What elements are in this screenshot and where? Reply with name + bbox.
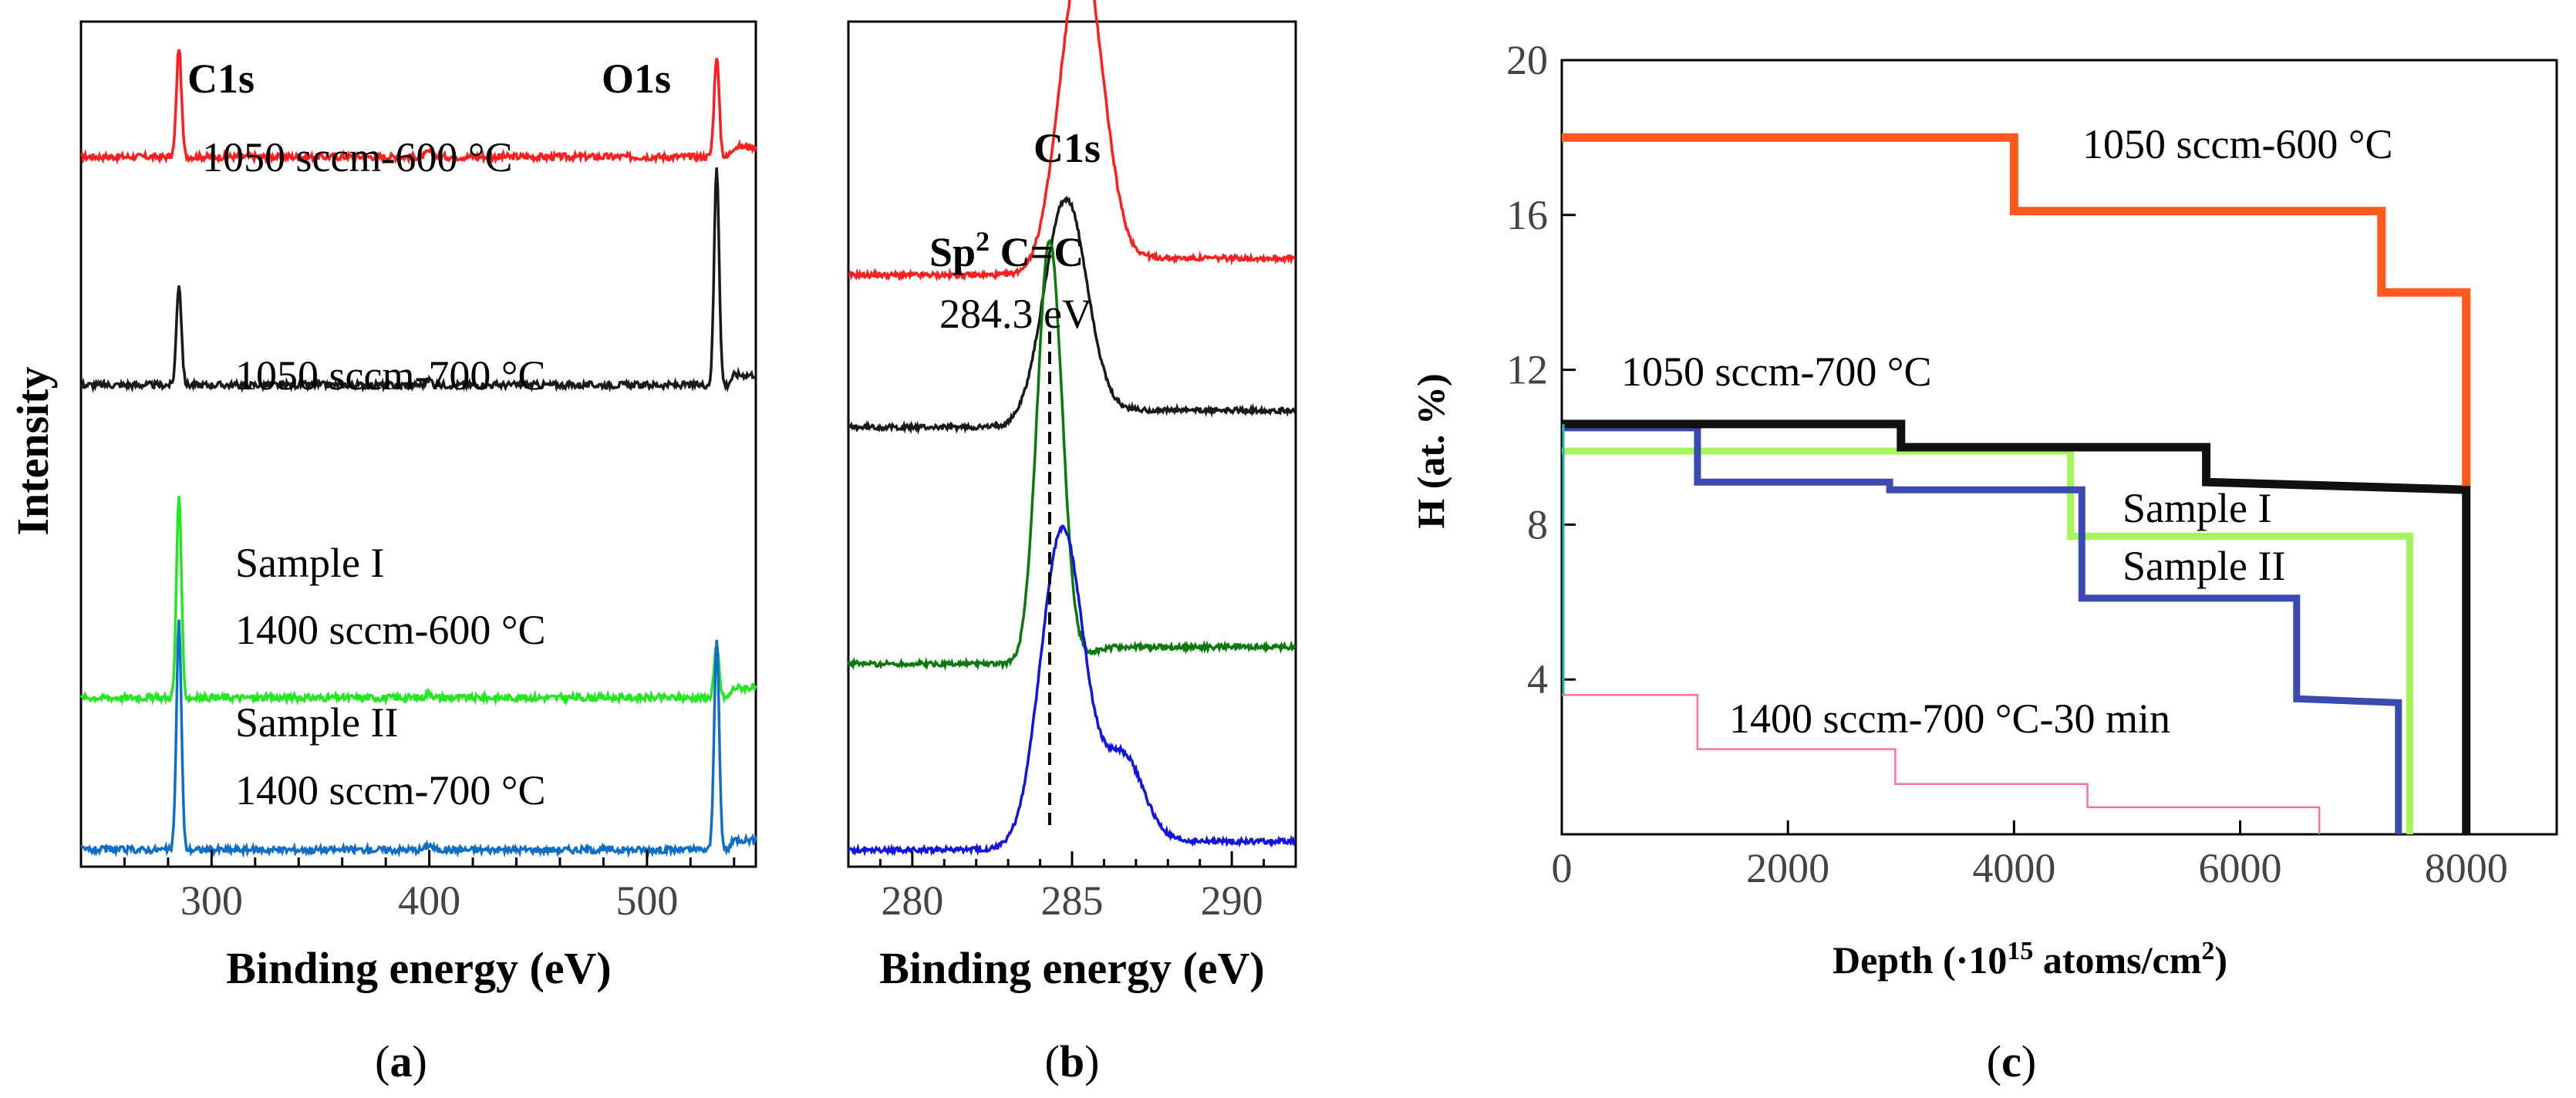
panel-a: 300 400 500 C1s O1s 1050 sccm-600 °C 1050 … xyxy=(8,20,757,1086)
panel-c-label-sample1: Sample I xyxy=(2123,485,2271,531)
panel-b-sp2-value: 284.3 eV xyxy=(939,291,1092,337)
panel-a-traces xyxy=(79,49,757,859)
panel-c-traces xyxy=(1562,133,2471,834)
panel-c-label-s600: 1050 sccm-600 °C xyxy=(2082,121,2393,167)
panel-a-xtick-label: 400 xyxy=(398,877,460,924)
panel-c-ytick-label: 20 xyxy=(1506,37,1548,83)
panel-c-ytick-label: 8 xyxy=(1527,501,1548,547)
panel-c-xlabel: Depth (·1015 atoms/cm2) xyxy=(1833,937,2227,982)
panel-c-xtick-label: 8000 xyxy=(2425,845,2508,891)
panel-a-xtick-label: 500 xyxy=(615,877,678,924)
panel-a-peak-c1s: C1s xyxy=(187,56,255,102)
panel-a-trace-3 xyxy=(80,619,757,859)
panel-b-xtick-label: 290 xyxy=(1201,877,1263,924)
panel-a-xlabel: Binding energy (eV) xyxy=(226,943,611,993)
panel-a-label-s1400-700: 1400 sccm-700 °C xyxy=(235,767,546,813)
panel-b-trace-3 xyxy=(847,524,1296,857)
panel-c-ylabel: H (at. %) xyxy=(1409,373,1452,528)
panel-c-panel-label: (c) xyxy=(1987,1036,2036,1086)
panel-b-title: C1s xyxy=(1033,125,1101,171)
panel-c-series-2 xyxy=(1562,447,2413,834)
panel-c-label-s700: 1050 sccm-700 °C xyxy=(1621,349,1932,395)
panel-b-sp2-label: Sp2 C=C xyxy=(929,226,1084,275)
panel-b-trace-2 xyxy=(847,238,1296,672)
panel-c-xtick-label: 2000 xyxy=(1746,845,1829,891)
panel-c-ytick-label: 16 xyxy=(1506,192,1548,238)
panel-c-ytick-label: 12 xyxy=(1506,347,1548,393)
panel-b-xtick-label: 280 xyxy=(881,877,943,924)
panel-a-trace-2 xyxy=(79,496,757,706)
panel-c-xtick-label: 4000 xyxy=(1972,845,2055,891)
panel-b-xlabel: Binding energy (eV) xyxy=(879,943,1264,993)
panel-a-label-s1400-600: 1400 sccm-600 °C xyxy=(235,607,546,653)
panel-c-label-s1400: 1400 sccm-700 °C-30 min xyxy=(1729,696,2170,742)
panel-a-xtick-label: 300 xyxy=(180,877,243,924)
panel-b-traces xyxy=(847,0,1296,857)
panel-a-ticks: 300 400 500 xyxy=(123,850,736,924)
panel-b-panel-label: (b) xyxy=(1045,1036,1100,1086)
panel-a-label-sample2: Sample II xyxy=(235,699,398,746)
panel-b-xtick-label: 285 xyxy=(1041,877,1104,924)
panel-a-frame xyxy=(79,20,757,868)
panel-a-label-s700: 1050 sccm-700 °C xyxy=(235,352,546,399)
panel-c: 0 2000 4000 6000 8000 4 8 12 16 20 1050 sccm-600 … xyxy=(1409,37,2558,1086)
panel-c-xtick-label: 0 xyxy=(1552,845,1573,891)
panel-c-ytick-label: 4 xyxy=(1527,656,1548,702)
panel-c-frame xyxy=(1560,59,2558,836)
panel-b: 280 285 290 C1s Sp2 C=C 284.3 eV Binding e… xyxy=(847,0,1297,1086)
panel-a-trace-1 xyxy=(79,167,757,394)
panel-b-ticks: 280 285 290 xyxy=(878,851,1266,924)
panel-b-trace-0 xyxy=(848,0,1296,282)
panel-c-xtick-label: 6000 xyxy=(2199,845,2282,891)
panel-a-ylabel: Intensity xyxy=(8,366,58,535)
panel-c-ticks: 0 2000 4000 6000 8000 4 8 12 16 20 xyxy=(1506,37,2508,891)
panel-b-trace-1 xyxy=(847,195,1296,435)
panel-c-series-1 xyxy=(1562,419,2471,834)
panel-c-series-4 xyxy=(1562,694,2321,834)
panel-a-label-sample1: Sample I xyxy=(235,540,384,586)
panel-c-series-0 xyxy=(1562,133,2471,487)
panel-c-label-sample2: Sample II xyxy=(2123,543,2285,589)
panel-c-series-3 xyxy=(1562,424,2402,834)
panel-a-panel-label: (a) xyxy=(375,1036,427,1086)
panel-a-peak-o1s: O1s xyxy=(602,56,671,102)
panel-a-trace-0 xyxy=(80,49,757,165)
panel-a-label-s600: 1050 sccm-600 °C xyxy=(202,134,513,180)
